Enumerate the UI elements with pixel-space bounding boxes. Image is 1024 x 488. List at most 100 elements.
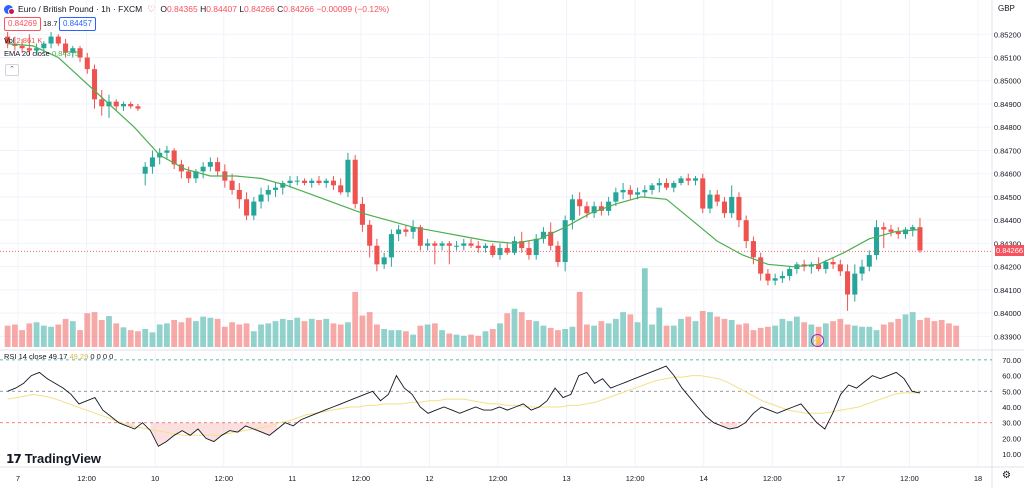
price-tick-label: 0.85200: [994, 30, 1021, 39]
candle-body: [91, 69, 98, 100]
candle-body: [830, 262, 836, 265]
candle-body: [120, 103, 127, 107]
candle-body: [569, 199, 575, 221]
volume-bar: [26, 323, 33, 347]
volume-bar: [605, 323, 612, 347]
candle-body: [816, 264, 822, 269]
volume-bar: [670, 325, 677, 347]
time-tick-label: 12:00: [214, 474, 233, 483]
rsi-line: [7, 365, 921, 447]
price-tick-label: 0.84700: [994, 146, 1021, 155]
candle-body: [685, 178, 691, 181]
volume-bar: [641, 268, 648, 347]
currency-pair-icon: [4, 4, 15, 15]
volume-bar: [591, 325, 598, 347]
volume-bar: [287, 320, 293, 347]
volume-bar: [250, 331, 257, 347]
symbol-title[interactable]: Euro / British Pound · 1h · FXCM: [18, 4, 143, 14]
volume-label: Vol: [4, 36, 15, 45]
candle-body: [244, 199, 250, 216]
candle-body: [55, 36, 61, 44]
candle-body: [26, 48, 32, 51]
volume-bar: [765, 326, 771, 347]
rsi-tick-label: 70.00: [1002, 356, 1021, 365]
rsi-tick-label: 40.00: [1002, 403, 1021, 412]
candle-body: [519, 241, 525, 249]
candle-body: [656, 183, 662, 186]
candle-body: [48, 36, 54, 44]
candle-body: [852, 273, 858, 295]
volume-bar: [308, 318, 315, 347]
rsi-ma-value: 49.29: [69, 352, 89, 361]
candle-body: [287, 180, 293, 183]
ema-legend[interactable]: EMA 20 close 0.84375: [4, 49, 79, 58]
candle-body: [301, 180, 308, 183]
candle-body: [171, 150, 177, 165]
volume-bar: [98, 320, 105, 347]
currency-label[interactable]: GBP: [998, 4, 1015, 13]
volume-bar: [692, 321, 699, 347]
price-tick-label: 0.84900: [994, 100, 1021, 109]
volume-bar: [721, 318, 728, 347]
volume-bar: [801, 322, 808, 347]
candle-body: [215, 162, 221, 172]
tradingview-logo[interactable]: 17 TradingView: [6, 451, 101, 466]
volume-bar: [55, 324, 62, 347]
volume-bar: [62, 318, 69, 347]
volume-bar: [931, 321, 938, 347]
candle-body: [613, 192, 619, 202]
volume-bar: [547, 327, 554, 347]
candle-body: [671, 183, 677, 188]
candle-body: [128, 103, 134, 107]
candle-body: [750, 241, 756, 258]
candle-body: [63, 43, 69, 53]
volume-bar: [374, 324, 380, 347]
volume-bar: [482, 331, 489, 347]
candle-body: [135, 106, 141, 109]
volume-bar: [345, 322, 351, 347]
buy-button[interactable]: 0.84457: [59, 17, 96, 31]
candle-body: [338, 185, 344, 193]
chevron-up-icon[interactable]: ⌃: [5, 64, 19, 76]
price-tick-label: 0.84100: [994, 286, 1021, 295]
candle-body: [736, 196, 742, 221]
brand-name: TradingView: [24, 451, 102, 466]
volume-bar: [649, 324, 655, 347]
volume-bar: [475, 335, 482, 347]
lightning-icon[interactable]: ⚡: [811, 334, 824, 347]
candle-body: [888, 229, 894, 232]
volume-bar: [142, 329, 149, 347]
volume-bar: [873, 330, 880, 347]
gear-icon[interactable]: ⚙: [1002, 470, 1011, 481]
volume-bar: [909, 312, 916, 347]
volume-bar: [279, 318, 286, 347]
heart-icon[interactable]: ♡: [147, 3, 156, 14]
candle-body: [251, 201, 257, 216]
volume-bar: [77, 330, 83, 347]
volume-bar: [417, 325, 424, 347]
volume-bar: [895, 318, 902, 347]
candle-body: [837, 264, 843, 272]
candle-body: [19, 45, 25, 49]
volume-bar: [40, 325, 47, 347]
volume-bar: [11, 324, 18, 347]
candle-body: [620, 189, 626, 193]
volume-bar: [844, 324, 851, 347]
candle-body: [895, 231, 901, 235]
volume-bar: [460, 335, 467, 347]
volume-bar: [917, 320, 923, 347]
spread-value: 18.7: [43, 19, 58, 28]
volume-bar: [156, 324, 163, 347]
volume-bar: [135, 331, 141, 347]
sell-button[interactable]: 0.84269: [4, 17, 41, 31]
candle-body: [323, 180, 329, 183]
candle-body: [439, 243, 445, 246]
volume-bar: [381, 329, 388, 347]
volume-bar: [757, 327, 764, 347]
candle-body: [475, 245, 481, 249]
volume-legend[interactable]: Vol 2.861 K: [4, 36, 42, 45]
rsi-legend[interactable]: RSI 14 close 49.17 49.29 0 0 0 0: [4, 352, 113, 361]
candle-body: [533, 238, 539, 256]
volume-bar: [265, 323, 272, 347]
